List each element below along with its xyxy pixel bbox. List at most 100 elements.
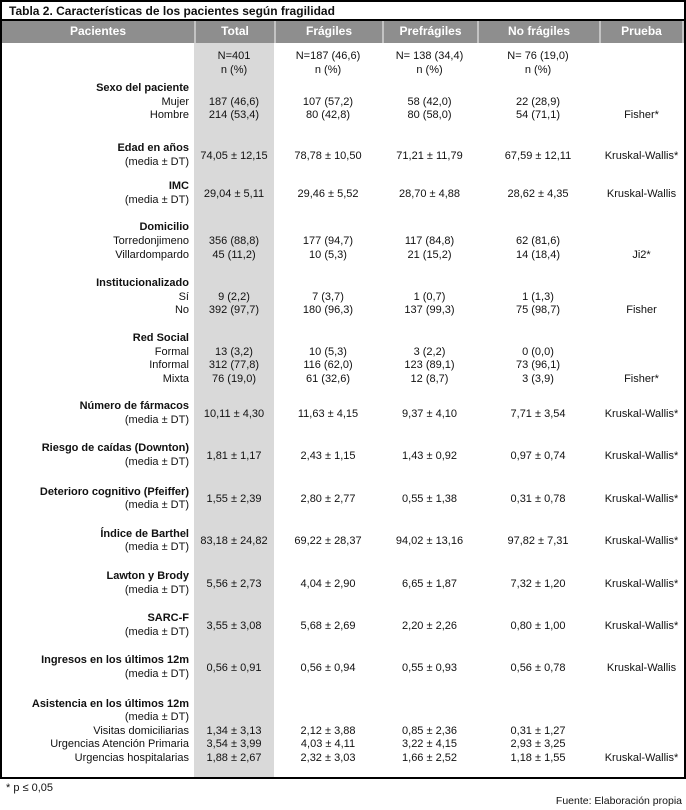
- group-sublabel: (media ± DT): [124, 711, 189, 724]
- table-body: N=401 N=187 (46,6) N= 138 (34,4) N= 76 (19,…: [2, 43, 684, 777]
- value-prefragiles: 0,55 ± 1,38: [402, 493, 457, 506]
- value-total: 76 (19,0): [211, 372, 257, 385]
- value-prefragiles: 28,70 ± 4,88: [398, 187, 461, 200]
- empty-cell: [382, 221, 477, 235]
- row-label: Visitas domiciliarias: [93, 724, 189, 737]
- empty-cell: [274, 82, 382, 96]
- value-prefragiles: 58 (42,0): [407, 95, 452, 108]
- value-no-fragiles: 0 (0,0): [522, 345, 554, 358]
- value-no-fragiles: 1 (1,3): [522, 290, 554, 303]
- n-pct-label: n (%): [220, 63, 248, 76]
- value-fragiles: 2,32 ± 3,03: [300, 751, 356, 764]
- group-name: Institucionalizado: [96, 277, 189, 290]
- n-pct-label: n (%): [416, 63, 443, 76]
- row-label: Sí: [178, 290, 189, 303]
- value-fragiles: 80 (42,8): [305, 109, 351, 122]
- empty-cell: [194, 332, 274, 346]
- variable-group: Riesgo de caídas (Downton) (media ± DT) 1,…: [2, 442, 684, 469]
- label-spacer: [2, 64, 194, 78]
- value-total: 3,55 ± 3,08: [206, 619, 262, 632]
- data-row: Urgencias Atención Primaria 3,54 ± 3,99 4,…: [2, 738, 684, 752]
- mean-sd-group: Deterioro cognitivo (Pfeiffer) (media ± D…: [2, 486, 684, 513]
- mean-sd-group: Edad en años (media ± DT) 74,05 ± 12,15 78,…: [2, 142, 684, 169]
- empty-cell: [274, 698, 382, 712]
- prueba-spacer: [599, 50, 684, 64]
- column-header-no-fragiles: No frágiles: [477, 21, 599, 43]
- data-row: Torredonjimeno 356 (88,8) 177 (94,7) 117 (8…: [2, 235, 684, 249]
- prueba-value: Kruskal-Wallis*: [604, 493, 679, 506]
- value-total: 312 (77,8): [208, 359, 260, 372]
- group-name: Deterioro cognitivo (Pfeiffer): [39, 485, 189, 498]
- prueba-value: Kruskal-Wallis*: [604, 535, 679, 548]
- empty-cell: [194, 221, 274, 235]
- data-row: Sí 9 (2,2) 7 (3,7) 1 (0,7) 1 (1,3): [2, 291, 684, 305]
- prueba-value: Kruskal-Wallis: [606, 662, 677, 674]
- prueba-value: [599, 96, 684, 110]
- data-row: Mixta 76 (19,0) 61 (32,6) 12 (8,7) 3 (3,9) Fi…: [2, 373, 684, 387]
- group-title-row: Sexo del paciente: [2, 82, 684, 96]
- value-total: 356 (88,8): [208, 234, 260, 247]
- group-name: Red Social: [132, 331, 189, 344]
- variable-group: Red Social Formal 13 (3,2) 10 (5,3) 3 (2,2) 0…: [2, 332, 684, 386]
- significance-footnote: * p ≤ 0,05: [6, 782, 54, 794]
- prueba-value: [599, 235, 684, 249]
- value-prefragiles: 0,55 ± 0,93: [402, 662, 457, 674]
- prueba-spacer: [599, 711, 684, 725]
- group-name: Domicilio: [139, 221, 189, 234]
- value-total: 214 (53,4): [208, 109, 260, 122]
- value-prefragiles: 9,37 ± 4,10: [402, 407, 457, 420]
- value-prefragiles: 12 (8,7): [410, 372, 449, 385]
- value-prefragiles: 6,65 ± 1,87: [402, 577, 457, 590]
- group-name: Edad en años: [117, 141, 189, 154]
- value-no-fragiles: 62 (81,6): [515, 234, 561, 247]
- n-fragiles: N=187 (46,6): [295, 50, 361, 62]
- prueba-value: [599, 346, 684, 360]
- value-no-fragiles: 3 (3,9): [522, 372, 554, 385]
- mean-sd-group: Ingresos en los últimos 12m (media ± DT) 0…: [2, 654, 684, 681]
- prueba-value: [599, 725, 684, 739]
- value-no-fragiles: 0,97 ± 0,74: [510, 450, 566, 463]
- value-fragiles: 2,12 ± 3,88: [300, 724, 356, 737]
- value-fragiles: 11,63 ± 4,15: [297, 407, 359, 420]
- value-fragiles: 177 (94,7): [302, 234, 354, 247]
- group-title-row: Domicilio: [2, 221, 684, 235]
- value-no-fragiles: 0,80 ± 1,00: [510, 619, 566, 632]
- empty-cell: [194, 711, 274, 725]
- value-no-fragiles: 97,82 ± 7,31: [507, 535, 569, 548]
- value-prefragiles: 1,66 ± 2,52: [402, 751, 457, 764]
- value-prefragiles: 80 (58,0): [407, 109, 452, 122]
- patients-table: Tabla 2. Características de los paciente…: [0, 0, 686, 779]
- data-row: Villardompardo 45 (11,2) 10 (5,3) 21 (15,2)…: [2, 249, 684, 263]
- value-prefragiles: 71,21 ± 11,79: [396, 149, 463, 162]
- value-fragiles: 107 (57,2): [302, 95, 354, 108]
- group-sublabel-row: (media ± DT): [2, 711, 684, 725]
- variable-group: SARC-F (media ± DT) 3,55 ± 3,08 5,68 ± 2,69…: [2, 612, 684, 639]
- value-prefragiles: 0,85 ± 2,36: [402, 724, 457, 737]
- empty-cell: [382, 332, 477, 346]
- sample-size-row: N=401 N=187 (46,6) N= 138 (34,4) N= 76 (19,…: [2, 50, 684, 64]
- sample-size-block: N=401 N=187 (46,6) N= 138 (34,4) N= 76 (19,…: [2, 50, 684, 77]
- value-no-fragiles: 28,62 ± 4,35: [507, 187, 569, 200]
- prueba-value: Kruskal-Wallis*: [604, 407, 679, 420]
- empty-cell: [477, 82, 599, 96]
- prueba-value: [599, 738, 684, 752]
- value-fragiles: 2,43 ± 1,15: [300, 450, 356, 463]
- value-total: 13 (3,2): [215, 345, 253, 358]
- table-header-row: Pacientes Total Frágiles Prefrágiles No …: [2, 21, 684, 43]
- value-fragiles: 61 (32,6): [305, 372, 351, 385]
- label-spacer: [2, 50, 194, 64]
- group-name: Índice de Barthel: [100, 527, 189, 540]
- value-fragiles: 180 (96,3): [302, 304, 354, 317]
- row-label: Informal: [149, 359, 189, 372]
- value-prefragiles: 117 (84,8): [404, 234, 455, 247]
- value-fragiles: 10 (5,3): [309, 345, 347, 358]
- prueba-spacer: [599, 698, 684, 712]
- value-total: 0,56 ± 0,91: [206, 662, 262, 674]
- row-label: Formal: [154, 345, 189, 358]
- empty-cell: [194, 277, 274, 291]
- variable-group: IMC (media ± DT) 29,04 ± 5,11 29,46 ± 5,52 2…: [2, 180, 684, 207]
- value-prefragiles: 3 (2,2): [413, 345, 446, 358]
- data-row: Urgencias hospitalarias 1,88 ± 2,67 2,32 ±…: [2, 752, 684, 766]
- group-name: Sexo del paciente: [96, 82, 189, 95]
- prueba-value: Kruskal-Wallis: [606, 187, 677, 200]
